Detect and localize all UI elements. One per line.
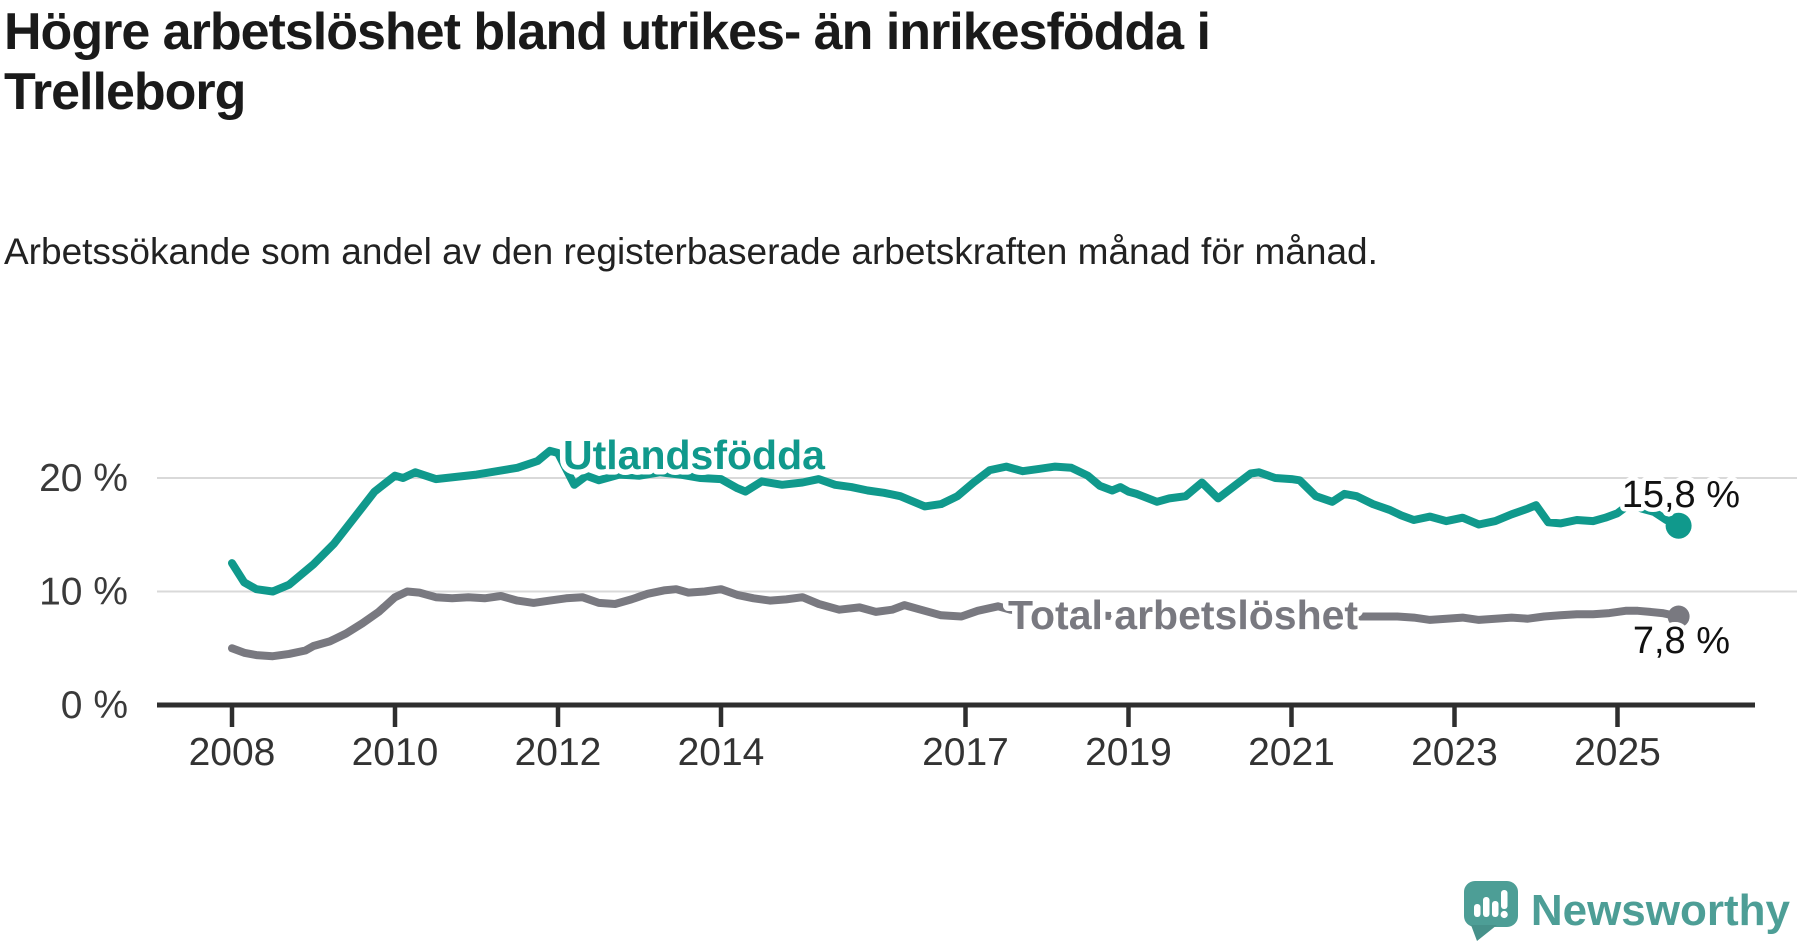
logo-bar-2 xyxy=(1482,897,1490,917)
series-line-0 xyxy=(228,446,1683,596)
y-tick-label-20: 20 % xyxy=(39,457,128,500)
total-end-dot xyxy=(1667,605,1690,628)
logo-exclamation-bar xyxy=(1500,890,1508,909)
x-tick-label-2021: 2021 xyxy=(1248,731,1335,774)
x-tick-label-2008: 2008 xyxy=(189,731,276,774)
y-tick-label-0: 0 % xyxy=(61,684,128,727)
newsworthy-logo: Newsworthy xyxy=(1463,880,1790,942)
series-label-utlandsfodda: Utlandsfödda xyxy=(563,432,826,478)
x-tick-label-2010: 2010 xyxy=(352,731,439,774)
x-axis-labels: 2008 2010 2012 2014 2017 2019 2021 2023 2025 xyxy=(189,731,1661,774)
x-tick-label-2019: 2019 xyxy=(1085,731,1172,774)
x-axis-ticks xyxy=(229,705,1620,727)
x-tick-label-2012: 2012 xyxy=(515,731,602,774)
y-tick-label-10: 10 % xyxy=(39,571,128,614)
newsworthy-logo-text: Newsworthy xyxy=(1530,886,1790,935)
end-value-total: 7,8 % xyxy=(1633,620,1730,662)
logo-exclamation-dot xyxy=(1500,910,1508,919)
gridlines xyxy=(157,477,1797,593)
series-lines xyxy=(228,446,1683,661)
chart-subtitle: Arbetssökande som andel av den registerb… xyxy=(4,231,1378,272)
newsworthy-logo-icon xyxy=(1463,881,1518,941)
logo-bar-1 xyxy=(1473,904,1481,917)
x-tick-label-2025: 2025 xyxy=(1574,731,1661,774)
x-tick-label-2014: 2014 xyxy=(678,731,765,774)
series-label-total: Total arbetslöshet xyxy=(1008,592,1358,638)
utlandsfodda-end-dot xyxy=(1665,512,1692,539)
end-value-utlandsfodda: 15,8 % xyxy=(1622,474,1740,516)
logo-bar-3 xyxy=(1491,901,1499,917)
x-tick-label-2023: 2023 xyxy=(1411,731,1498,774)
series-line-1 xyxy=(228,585,1683,661)
chart-title: Högre arbetslöshet bland utrikes- än inr… xyxy=(4,3,1211,122)
y-axis-labels: 0 % 10 % 20 % xyxy=(39,457,128,727)
x-tick-label-2017: 2017 xyxy=(922,731,1009,774)
